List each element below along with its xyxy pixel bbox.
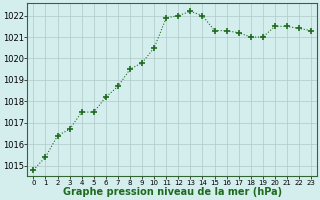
X-axis label: Graphe pression niveau de la mer (hPa): Graphe pression niveau de la mer (hPa) <box>63 187 282 197</box>
